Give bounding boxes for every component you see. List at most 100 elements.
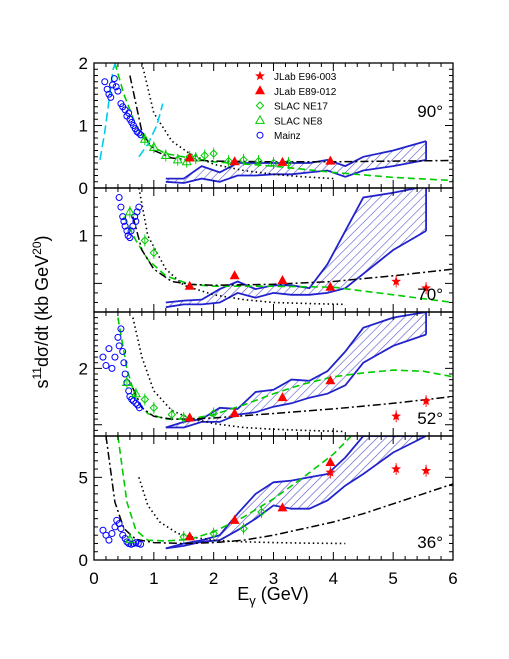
slac-ne17-point (224, 156, 233, 166)
x-tick-label: 4 (329, 569, 338, 588)
x-tick-label: 0 (89, 569, 98, 588)
mainz-point (127, 227, 135, 235)
slac-ne17-point (149, 248, 159, 258)
dash-dot-curve (105, 436, 453, 545)
slac-ne17-point (209, 529, 218, 538)
jlab-e89012-point (229, 407, 240, 417)
legend-label: Mainz (274, 131, 301, 142)
jlab-e89012-point (229, 270, 240, 280)
angle-label: 90° (417, 102, 443, 121)
slac-ne17-point (140, 395, 150, 404)
theory-band-fill (165, 141, 427, 183)
panel-2-plot-area (99, 312, 453, 433)
legend-marker (255, 101, 265, 110)
slac-ne8-point (130, 388, 141, 398)
mainz-point (99, 526, 107, 534)
jlab-e89012-point (184, 152, 195, 162)
jlab-e89012-point (184, 412, 195, 422)
mainz-point (120, 359, 128, 367)
slac-ne8-point (139, 133, 150, 143)
x-tick-label: 3 (269, 569, 278, 588)
panel-0-plot-area (99, 63, 453, 184)
slac-ne17-point (284, 158, 293, 168)
mainz-point (115, 342, 123, 350)
theory-band-lower (165, 333, 427, 429)
mainz-point (132, 399, 140, 407)
mainz-point (133, 208, 141, 216)
slac-ne8-point (121, 376, 132, 386)
mainz-point (126, 234, 134, 242)
panels: 0 1 2 90° 1 70° 2 52° 0 5 36° (79, 54, 454, 570)
slac-ne8-point (160, 149, 171, 159)
jlab-e96003-point (421, 395, 431, 406)
jlab-e89012-point (325, 375, 336, 385)
legend-label: JLab E89-012 (274, 87, 337, 98)
slac-ne17-point (179, 413, 189, 423)
y-tick-label: 5 (79, 468, 88, 487)
jlab-e96003-point (391, 463, 402, 474)
jlab-e89012-point (229, 514, 240, 524)
theory-band-lower (165, 159, 427, 184)
mainz-point (121, 222, 129, 230)
panel-1-plot-area (115, 188, 453, 309)
theory-band-fill (165, 312, 427, 428)
mainz-point (111, 353, 119, 361)
x-axis-title: Eγ (GeV) (237, 584, 309, 608)
mainz-point (120, 217, 128, 225)
mainz-point (123, 227, 131, 235)
x-tick-label: 1 (149, 569, 158, 588)
slac-ne17-point (209, 149, 218, 158)
jlab-e96003-point (391, 276, 402, 286)
dash-dot-curve (132, 387, 453, 420)
angle-label: 70° (417, 285, 443, 304)
angle-label: 36° (417, 533, 443, 552)
mainz-point (102, 362, 110, 370)
panel-3-plot-area (99, 436, 453, 550)
slac-ne8-point (148, 141, 159, 151)
theory-band-upper (165, 188, 422, 304)
mainz-point (121, 370, 129, 378)
slac-ne17-point (239, 524, 248, 533)
slac-ne17-point (179, 532, 189, 542)
mainz-point (137, 131, 145, 139)
theory-band-lower (165, 230, 427, 309)
mainz-point (135, 203, 143, 211)
jlab-e89012-point (277, 392, 288, 402)
slac-ne8-point (124, 533, 135, 543)
mainz-point (110, 75, 118, 83)
legend-label: JLab E96-003 (274, 72, 337, 83)
x-tick-label: 6 (448, 569, 457, 588)
legend-label: SLAC NE17 (274, 102, 328, 113)
mainz-point (125, 387, 133, 395)
slac-ne8-point (124, 206, 135, 216)
legend-marker (256, 131, 264, 139)
x-tick-label: 2 (209, 569, 218, 588)
mainz-point (132, 217, 140, 225)
mainz-point (119, 347, 127, 355)
legend-marker (255, 70, 265, 81)
jlab-e96003-point (421, 283, 431, 293)
x-tick-label: 5 (388, 569, 397, 588)
mainz-point (99, 353, 107, 361)
panel-2: 2 52° (79, 311, 454, 437)
angle-label: 52° (417, 409, 443, 428)
y-tick-label: 2 (79, 359, 88, 378)
theory-band-fill (165, 188, 427, 308)
jlab-e89012-point (277, 275, 288, 285)
slac-ne8-point (190, 152, 201, 162)
jlab-e96003-point (421, 465, 431, 475)
y-tick-label: 0 (79, 551, 88, 570)
jlab-e89012-point (229, 156, 240, 166)
jlab-e89012-point (325, 281, 336, 291)
mainz-point (129, 397, 137, 405)
slac-ne17-point (239, 155, 248, 165)
theory-band-upper (165, 312, 427, 429)
mainz-point (101, 78, 109, 86)
theory-band-upper (165, 436, 427, 550)
y-tick-label: 1 (79, 227, 88, 246)
slac-ne17-point (257, 507, 266, 517)
mainz-point (135, 404, 143, 412)
mainz-point (108, 530, 116, 538)
slac-ne17-point (167, 410, 177, 419)
green-dashed-curve (117, 436, 352, 542)
